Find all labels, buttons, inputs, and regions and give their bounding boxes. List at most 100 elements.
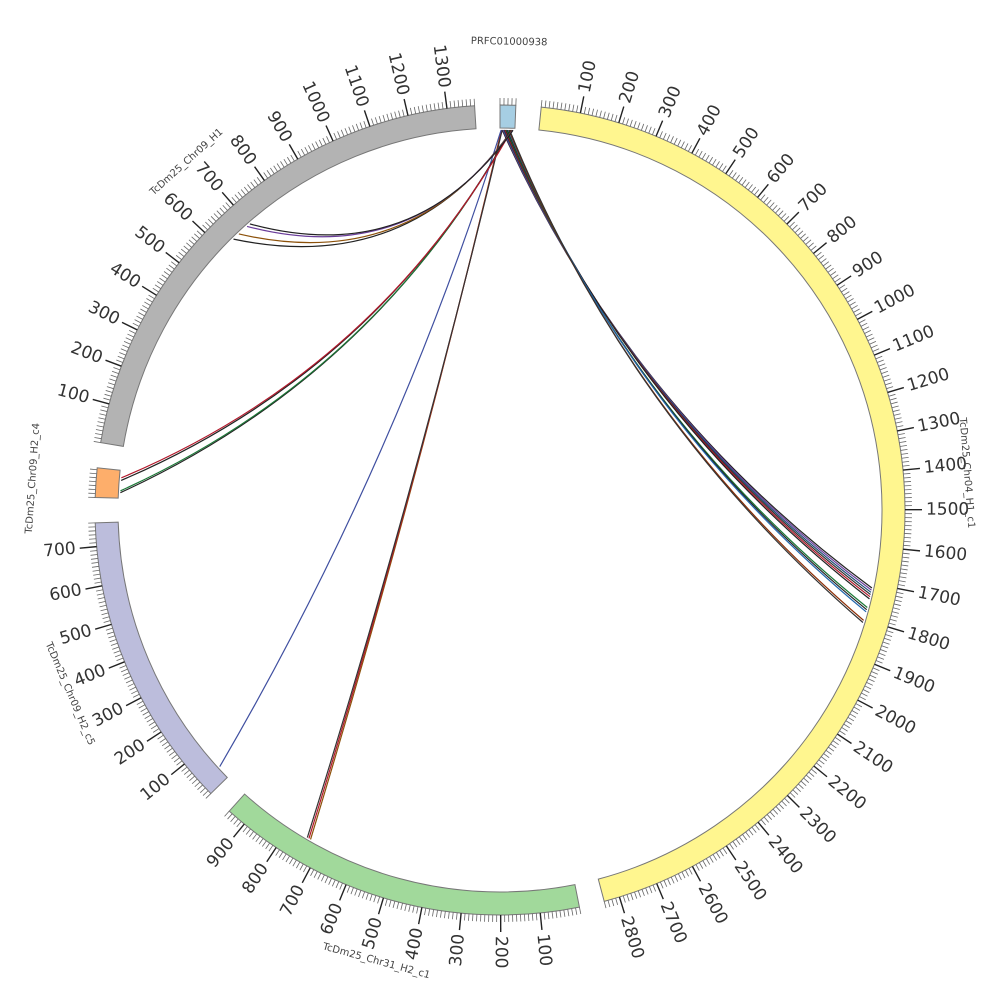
minor-tick — [764, 197, 769, 202]
minor-tick — [792, 225, 797, 230]
minor-tick — [592, 109, 594, 116]
minor-tick — [458, 100, 459, 107]
minor-tick — [336, 882, 339, 888]
minor-tick — [902, 457, 909, 458]
tick-label: 1800 — [905, 623, 952, 655]
minor-tick — [850, 302, 856, 306]
major-tick — [289, 144, 297, 159]
ideogram-TcDm25_Chr09_H2_c4 — [95, 468, 120, 498]
minor-tick — [896, 422, 903, 424]
minor-tick — [133, 323, 139, 326]
minor-tick — [761, 195, 766, 200]
minor-tick — [296, 862, 299, 868]
minor-tick — [129, 687, 135, 690]
minor-tick — [883, 375, 890, 377]
minor-tick — [247, 184, 251, 190]
minor-tick — [364, 121, 366, 128]
minor-tick — [287, 157, 291, 163]
minor-tick — [289, 858, 293, 864]
minor-tick — [127, 334, 133, 337]
minor-tick — [798, 231, 803, 236]
minor-tick — [174, 758, 180, 762]
minor-tick — [549, 101, 550, 108]
minor-tick — [126, 680, 132, 683]
minor-tick — [896, 426, 903, 427]
major-tick — [787, 212, 799, 224]
minor-tick — [894, 604, 901, 606]
minor-tick — [121, 669, 127, 672]
minor-tick — [811, 769, 816, 773]
minor-tick — [143, 712, 149, 715]
minor-tick — [117, 658, 124, 661]
minor-tick — [739, 177, 743, 183]
minor-tick — [742, 834, 746, 840]
minor-tick — [184, 770, 189, 774]
minor-tick — [877, 657, 884, 660]
minor-tick — [631, 893, 633, 900]
minor-tick — [94, 441, 101, 442]
minor-tick — [238, 192, 242, 197]
minor-tick — [206, 794, 211, 799]
minor-tick — [706, 859, 710, 865]
minor-tick — [699, 863, 702, 869]
minor-tick — [97, 594, 104, 595]
minor-tick — [160, 739, 166, 743]
minor-tick — [803, 237, 808, 242]
minor-tick — [466, 99, 467, 106]
minor-tick — [695, 149, 698, 155]
minor-tick — [781, 213, 786, 218]
minor-tick — [720, 850, 724, 856]
minor-tick — [444, 911, 445, 918]
minor-tick — [305, 147, 308, 153]
minor-tick — [101, 609, 108, 611]
minor-tick — [112, 371, 119, 373]
minor-tick — [124, 676, 130, 679]
major-tick — [85, 586, 102, 589]
minor-tick — [880, 649, 887, 651]
minor-tick — [341, 130, 344, 136]
link-TcDm25_Chr09_H2_c4 — [120, 130, 510, 491]
minor-tick — [634, 892, 636, 899]
minor-tick — [106, 628, 113, 630]
minor-tick — [828, 747, 834, 751]
minor-tick — [90, 469, 97, 470]
minor-tick — [108, 636, 115, 638]
ideogram-PRFC01000938 — [500, 105, 516, 128]
minor-tick — [854, 707, 860, 710]
minor-tick — [177, 761, 182, 765]
minor-tick — [863, 327, 869, 330]
minor-tick — [349, 127, 352, 134]
minor-tick — [462, 100, 463, 107]
major-tick — [302, 868, 310, 883]
minor-tick — [798, 784, 803, 789]
major-tick — [903, 468, 920, 470]
minor-tick — [782, 801, 787, 806]
major-tick — [171, 764, 184, 775]
minor-tick — [378, 897, 380, 904]
minor-tick — [256, 836, 260, 842]
minor-tick — [397, 902, 399, 909]
tick-label: 1300 — [916, 409, 962, 437]
minor-tick — [182, 767, 187, 771]
minor-tick — [276, 850, 280, 856]
minor-tick — [751, 187, 755, 192]
minor-tick — [100, 410, 107, 412]
minor-tick — [790, 222, 795, 227]
major-tick — [267, 848, 276, 862]
minor-tick — [389, 900, 391, 907]
minor-tick — [452, 912, 453, 919]
major-tick — [787, 795, 799, 807]
minor-tick — [262, 841, 266, 847]
minor-tick — [885, 383, 892, 385]
minor-tick — [681, 142, 684, 148]
minor-tick — [887, 631, 894, 633]
minor-tick — [890, 619, 897, 621]
minor-tick — [422, 105, 423, 112]
minor-tick — [773, 809, 778, 814]
minor-tick — [194, 234, 199, 239]
minor-tick — [842, 727, 848, 731]
minor-tick — [904, 541, 911, 542]
minor-tick — [107, 387, 114, 389]
minor-tick — [713, 854, 717, 860]
